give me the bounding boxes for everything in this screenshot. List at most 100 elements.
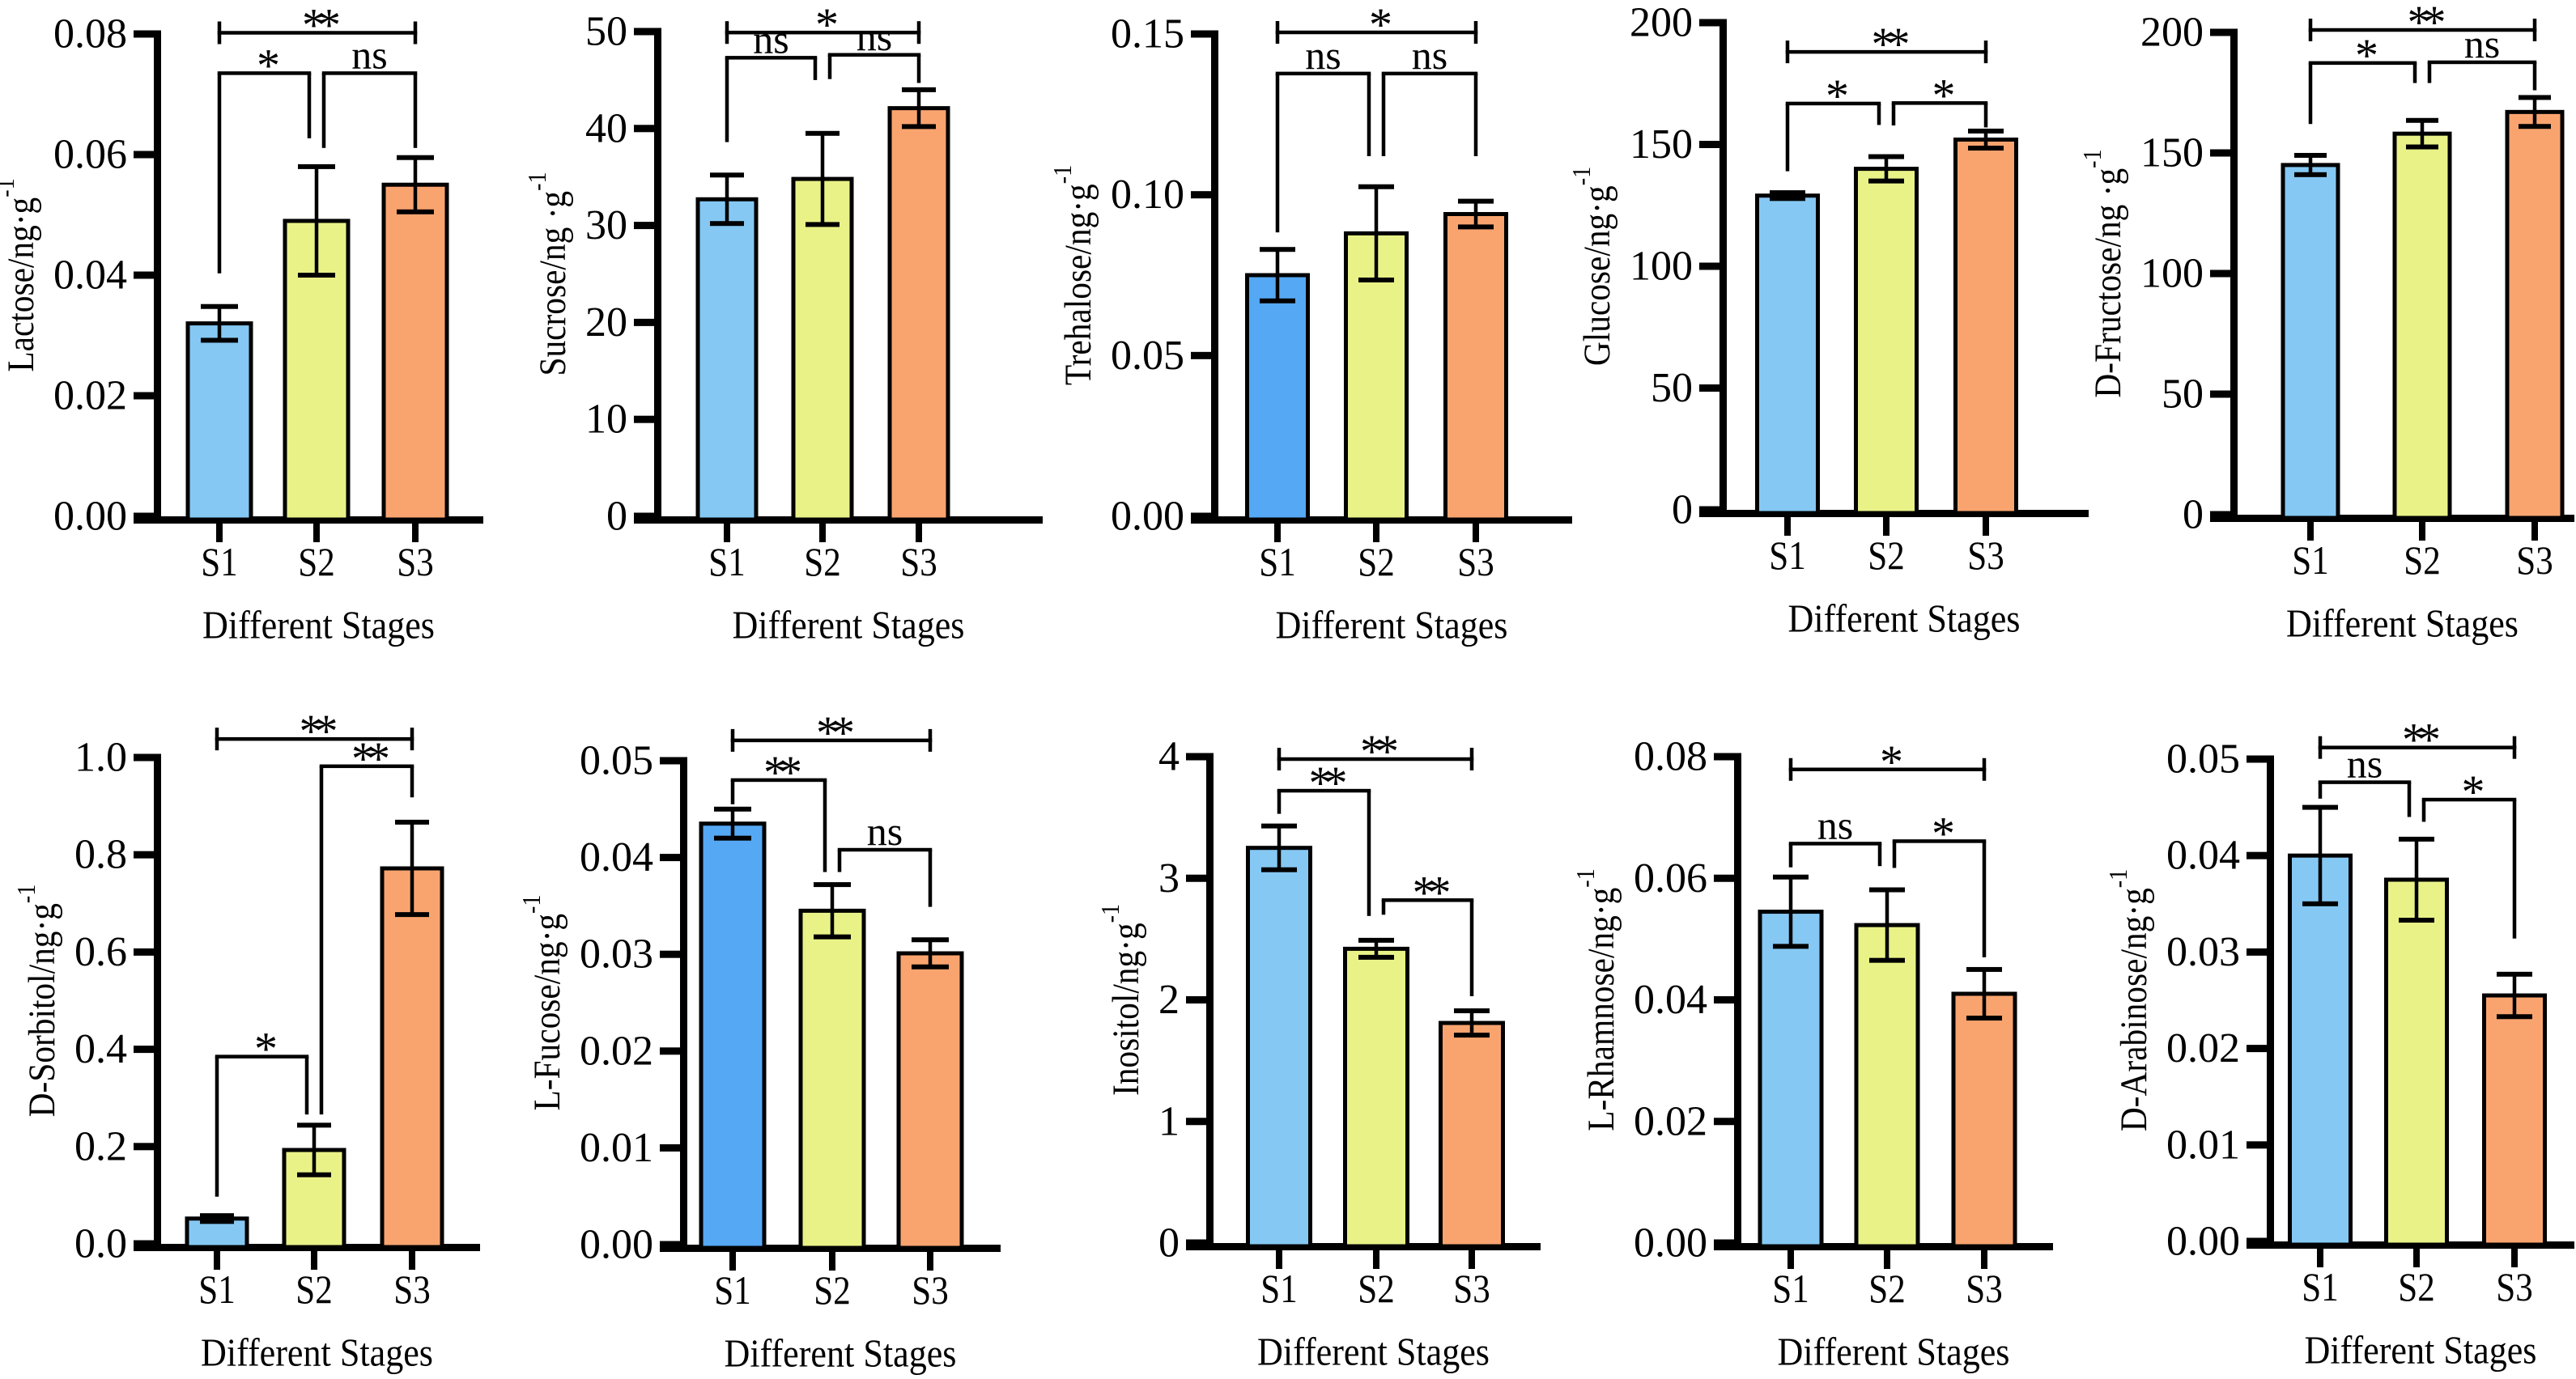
error-bar-cap-bottom <box>1773 944 1809 949</box>
sig-arm-right <box>1367 791 1371 916</box>
y-tick-label: 0 <box>1158 1220 1180 1267</box>
error-bar-cap-bottom <box>1358 277 1394 282</box>
sig-cap-left <box>725 21 729 45</box>
error-bar-cap-top <box>397 155 434 160</box>
sig-label-ns: ns <box>351 32 387 77</box>
sig-cap-left <box>217 21 222 45</box>
error-bar-cap-top <box>1454 1008 1490 1014</box>
sig-line <box>1277 788 1371 793</box>
sig-cap-right <box>413 21 418 45</box>
y-tick <box>1186 996 1206 1003</box>
sig-arm-right <box>2512 800 2517 939</box>
sig-arm-left <box>837 850 842 872</box>
sig-line <box>725 56 818 60</box>
bar-s1 <box>2281 163 2340 520</box>
sig-label-stars: ** <box>2402 714 2439 766</box>
error-bar-cap-bottom <box>1966 1016 2002 1021</box>
error-bar-cap-top <box>1773 874 1809 880</box>
error-bar-s3 <box>2519 95 2551 129</box>
sig-line <box>319 764 414 769</box>
sig-cap-right <box>2512 736 2517 759</box>
y-tick-label: 200 <box>2140 10 2204 56</box>
sig-cap-left <box>730 728 735 752</box>
sig-arm-left <box>319 766 324 1115</box>
sig-arm-right <box>410 766 414 798</box>
sig-label-stars: ** <box>1872 18 1909 70</box>
x-tick <box>1787 1250 1794 1269</box>
bar-s3 <box>381 182 449 522</box>
x-category-label: S1 <box>1259 539 1295 584</box>
sig-bracket-s1-s3: ** <box>730 706 933 759</box>
y-tick <box>134 30 154 38</box>
sig-line <box>1381 71 1478 76</box>
sig-line <box>2427 60 2537 65</box>
x-tick <box>1469 1250 1475 1269</box>
y-tick-label: 150 <box>2140 130 2204 176</box>
sig-arm-right <box>1473 73 1478 156</box>
sig-bracket-s1-s3: ** <box>1277 725 1474 778</box>
sig-cap-right <box>916 21 921 45</box>
y-axis-title: L-Rhamnose/ng·g-1 <box>1571 868 1623 1131</box>
error-bar-cap-bottom <box>200 1219 234 1224</box>
x-category-label: S3 <box>1453 1266 1490 1311</box>
x-axis-title: Different Stages <box>1276 603 1508 647</box>
sig-bracket-s1-s2: ns <box>1788 802 1882 868</box>
error-bar-s2 <box>806 130 840 227</box>
bar-s1 <box>1245 273 1310 522</box>
x-category-label: S1 <box>714 1267 750 1313</box>
error-bar-cap-bottom <box>2519 124 2551 129</box>
x-axis: S1 S2 S3 Different Stages <box>634 516 1043 647</box>
x-category-label: S1 <box>198 1267 235 1312</box>
x-tick <box>1981 1250 1987 1269</box>
y-tick-label: 0.01 <box>2166 1122 2240 1168</box>
sig-line <box>1381 898 1474 902</box>
y-tick-label: 0.03 <box>2166 929 2240 975</box>
error-bar-cap-bottom <box>912 964 949 970</box>
chart-panel-inositol: 0 1 2 3 4 Inositol/ng·g-1 S1 S2 S3 Different Stag… <box>1096 725 1541 1374</box>
y-tick-label: 0.0 <box>74 1221 127 1267</box>
y-tick <box>2210 149 2230 157</box>
error-bar-s3 <box>2497 971 2532 1020</box>
x-tick <box>729 1252 736 1271</box>
y-tick-label: 2 <box>1158 977 1180 1023</box>
bar-s3 <box>380 866 444 1250</box>
y-tick <box>634 125 654 133</box>
sig-arm-left <box>1785 103 1790 172</box>
y-tick-label: 0.10 <box>1111 172 1184 218</box>
sig-bracket-s1-s3: ** <box>1785 18 1988 70</box>
x-tick <box>1883 517 1889 536</box>
error-bar-cap-bottom <box>806 222 840 227</box>
y-tick-label: 0.00 <box>53 494 127 540</box>
error-bar-stem <box>217 306 222 341</box>
sig-cap-left <box>1788 757 1793 781</box>
error-bar-stem <box>2420 120 2425 147</box>
sig-label-stars: * <box>1880 736 1902 788</box>
x-axis-title: Different Stages <box>1257 1330 1490 1374</box>
error-bar-stem <box>928 940 933 967</box>
y-axis-spine <box>1734 753 1741 1250</box>
error-bar-s3 <box>912 937 949 970</box>
error-bar-cap-bottom <box>1968 146 2004 151</box>
error-bar-cap-bottom <box>1868 178 1904 184</box>
y-axis-spine <box>680 757 687 1252</box>
y-tick-label: 4 <box>1158 734 1180 780</box>
error-bar-s3 <box>1968 128 2004 151</box>
y-tick <box>660 854 680 862</box>
error-bar-stem <box>410 821 414 915</box>
x-tick <box>819 524 826 542</box>
y-tick <box>134 1046 154 1054</box>
y-tick <box>2247 755 2267 763</box>
bars <box>1758 874 2017 1249</box>
y-tick <box>634 222 654 230</box>
chart-panel-l-fucose: 0.00 0.01 0.02 0.03 0.04 0.05 L-Fucose/ng·g-1 S… <box>517 706 1001 1376</box>
x-axis: S1 S2 S3 Different Stages <box>1699 510 2089 641</box>
error-bar-s1 <box>710 172 744 227</box>
y-tick-label: 100 <box>1630 244 1693 290</box>
y-axis-title: Sucrose/ng ·g-1 <box>523 172 575 376</box>
error-bar-cap-bottom <box>298 273 335 278</box>
sig-arm-right <box>2532 62 2537 91</box>
sig-bracket-s1-s2: * <box>1785 70 1881 172</box>
x-tick <box>1784 517 1791 536</box>
x-tick <box>2307 522 2314 541</box>
